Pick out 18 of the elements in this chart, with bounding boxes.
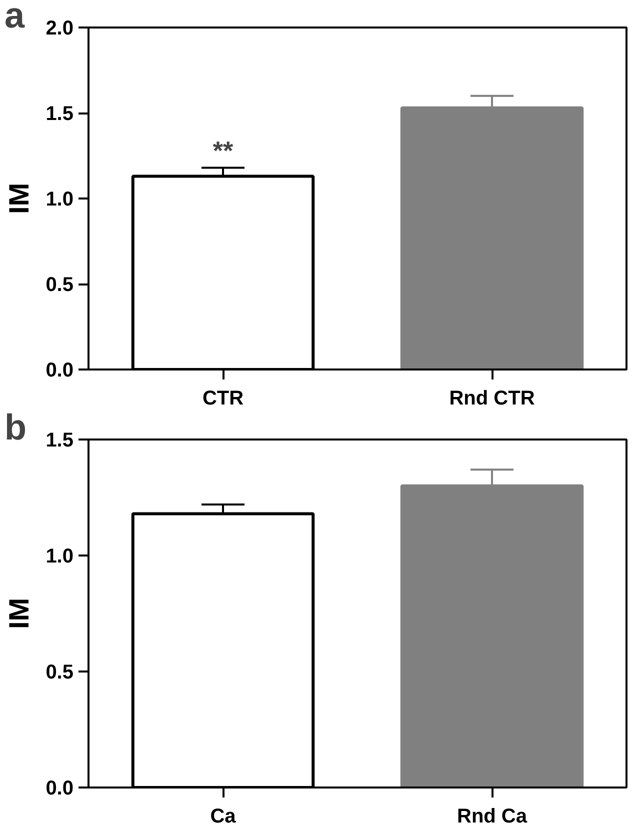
x-tick-label: Rnd CTR [449,388,536,410]
y-tick-label: 2.0 [46,18,74,40]
y-tick-label: 0.0 [46,360,74,382]
chart-title: a [4,0,26,36]
x-tick-label: Ca [210,806,237,828]
y-tick-label: 1.5 [46,103,74,125]
y-tick-label: 1.0 [46,546,74,568]
y-axis-title: IM [4,182,35,214]
chart-title: b [4,406,26,448]
y-axis-title: IM [4,598,35,630]
y-tick-label: 0.0 [46,778,74,800]
y-tick-label: 1.0 [46,188,74,210]
annotation: ** [212,136,234,166]
y-tick-label: 0.5 [46,662,74,684]
x-tick-label: CTR [202,388,244,410]
y-tick-label: 0.5 [46,274,74,296]
y-tick-label: 1.5 [46,430,74,452]
x-tick-label: Rnd Ca [457,806,528,828]
